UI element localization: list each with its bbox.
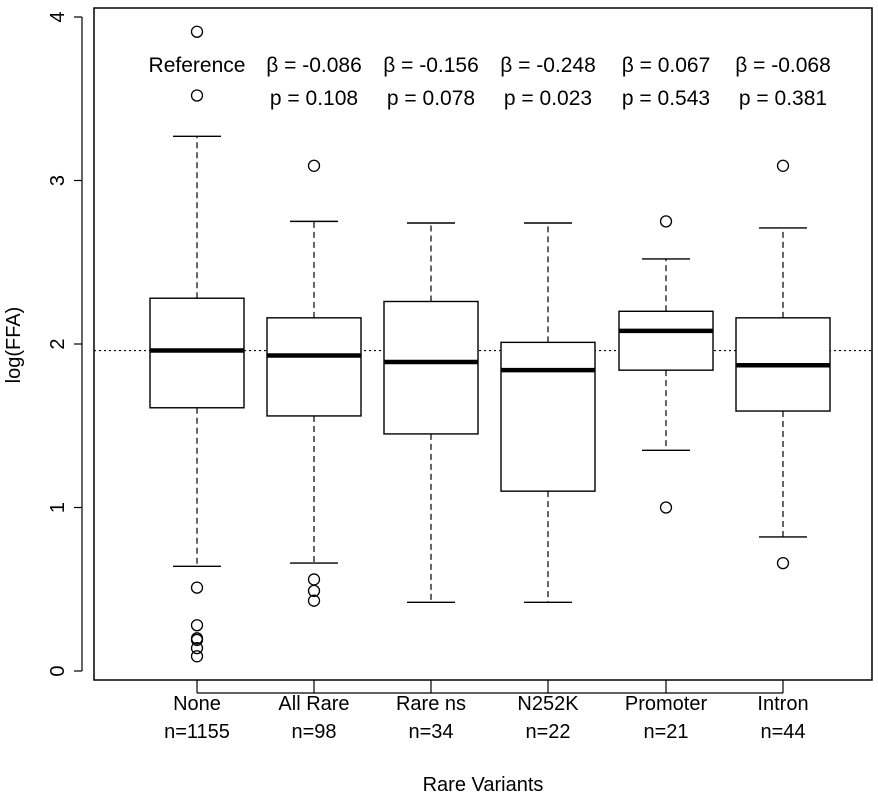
outlier-point: [190, 619, 204, 632]
p-value-annotation: p = 0.108: [270, 87, 358, 110]
outlier-point: [190, 25, 204, 38]
box-intron: [735, 159, 831, 570]
x-tick-count-label: n=21: [643, 721, 688, 743]
x-axis-title: Rare Variants: [423, 774, 544, 796]
x-tick-count-label: n=34: [408, 721, 453, 743]
p-value-annotation: p = 0.023: [504, 87, 592, 110]
iqr-box: [266, 317, 362, 417]
box-promoter: [618, 215, 714, 514]
beta-annotation: Reference: [149, 54, 246, 77]
beta-annotation: β = -0.068: [735, 54, 831, 77]
y-tick-label: 0: [47, 665, 69, 676]
iqr-box: [383, 300, 479, 435]
outlier-point: [190, 641, 204, 655]
outlier-point: [190, 89, 204, 102]
outlier-point: [659, 215, 673, 228]
iqr-box: [149, 297, 245, 409]
x-tick-label: N252K: [517, 693, 579, 715]
p-value-annotation: p = 0.543: [622, 87, 710, 110]
x-tick-label: All Rare: [278, 693, 349, 715]
iqr-box: [500, 341, 596, 492]
x-tick-label: None: [173, 693, 221, 715]
outlier-point: [307, 594, 321, 607]
box-n252k: [500, 222, 596, 604]
y-tick-label: 3: [47, 175, 69, 186]
p-value-annotation: p = 0.381: [739, 87, 827, 110]
outlier-point: [776, 159, 790, 172]
x-tick-count-label: n=1155: [164, 721, 230, 743]
outlier-point: [307, 159, 321, 172]
iqr-box: [618, 310, 714, 371]
y-tick-label: 1: [47, 502, 69, 513]
outlier-point: [190, 633, 204, 647]
x-tick-label: Intron: [757, 693, 808, 715]
outlier-point: [776, 556, 790, 570]
y-tick-label: 4: [47, 11, 69, 22]
plot-frame: [93, 7, 873, 681]
y-axis-title: log(FFA): [3, 307, 25, 384]
beta-annotation: β = -0.156: [383, 54, 479, 77]
y-tick-label: 2: [47, 338, 69, 349]
x-tick-label: Rare ns: [396, 693, 466, 715]
outlier-point: [190, 650, 204, 663]
box-all-rare: [266, 159, 362, 607]
box-rare-ns: [383, 222, 479, 604]
x-tick-count-label: n=22: [525, 721, 570, 743]
p-value-annotation: p = 0.078: [387, 87, 475, 110]
beta-annotation: β = -0.248: [500, 54, 596, 77]
outlier-point: [307, 584, 321, 598]
x-tick-label: Promoter: [625, 693, 708, 715]
x-tick-count-label: n=98: [291, 721, 336, 743]
beta-annotation: β = 0.067: [622, 54, 711, 77]
outlier-point: [190, 581, 204, 594]
beta-annotation: β = -0.086: [266, 54, 362, 77]
outlier-point: [659, 501, 673, 514]
box-none: [149, 25, 245, 663]
outlier-point: [307, 573, 321, 586]
x-tick-count-label: n=44: [760, 721, 805, 743]
